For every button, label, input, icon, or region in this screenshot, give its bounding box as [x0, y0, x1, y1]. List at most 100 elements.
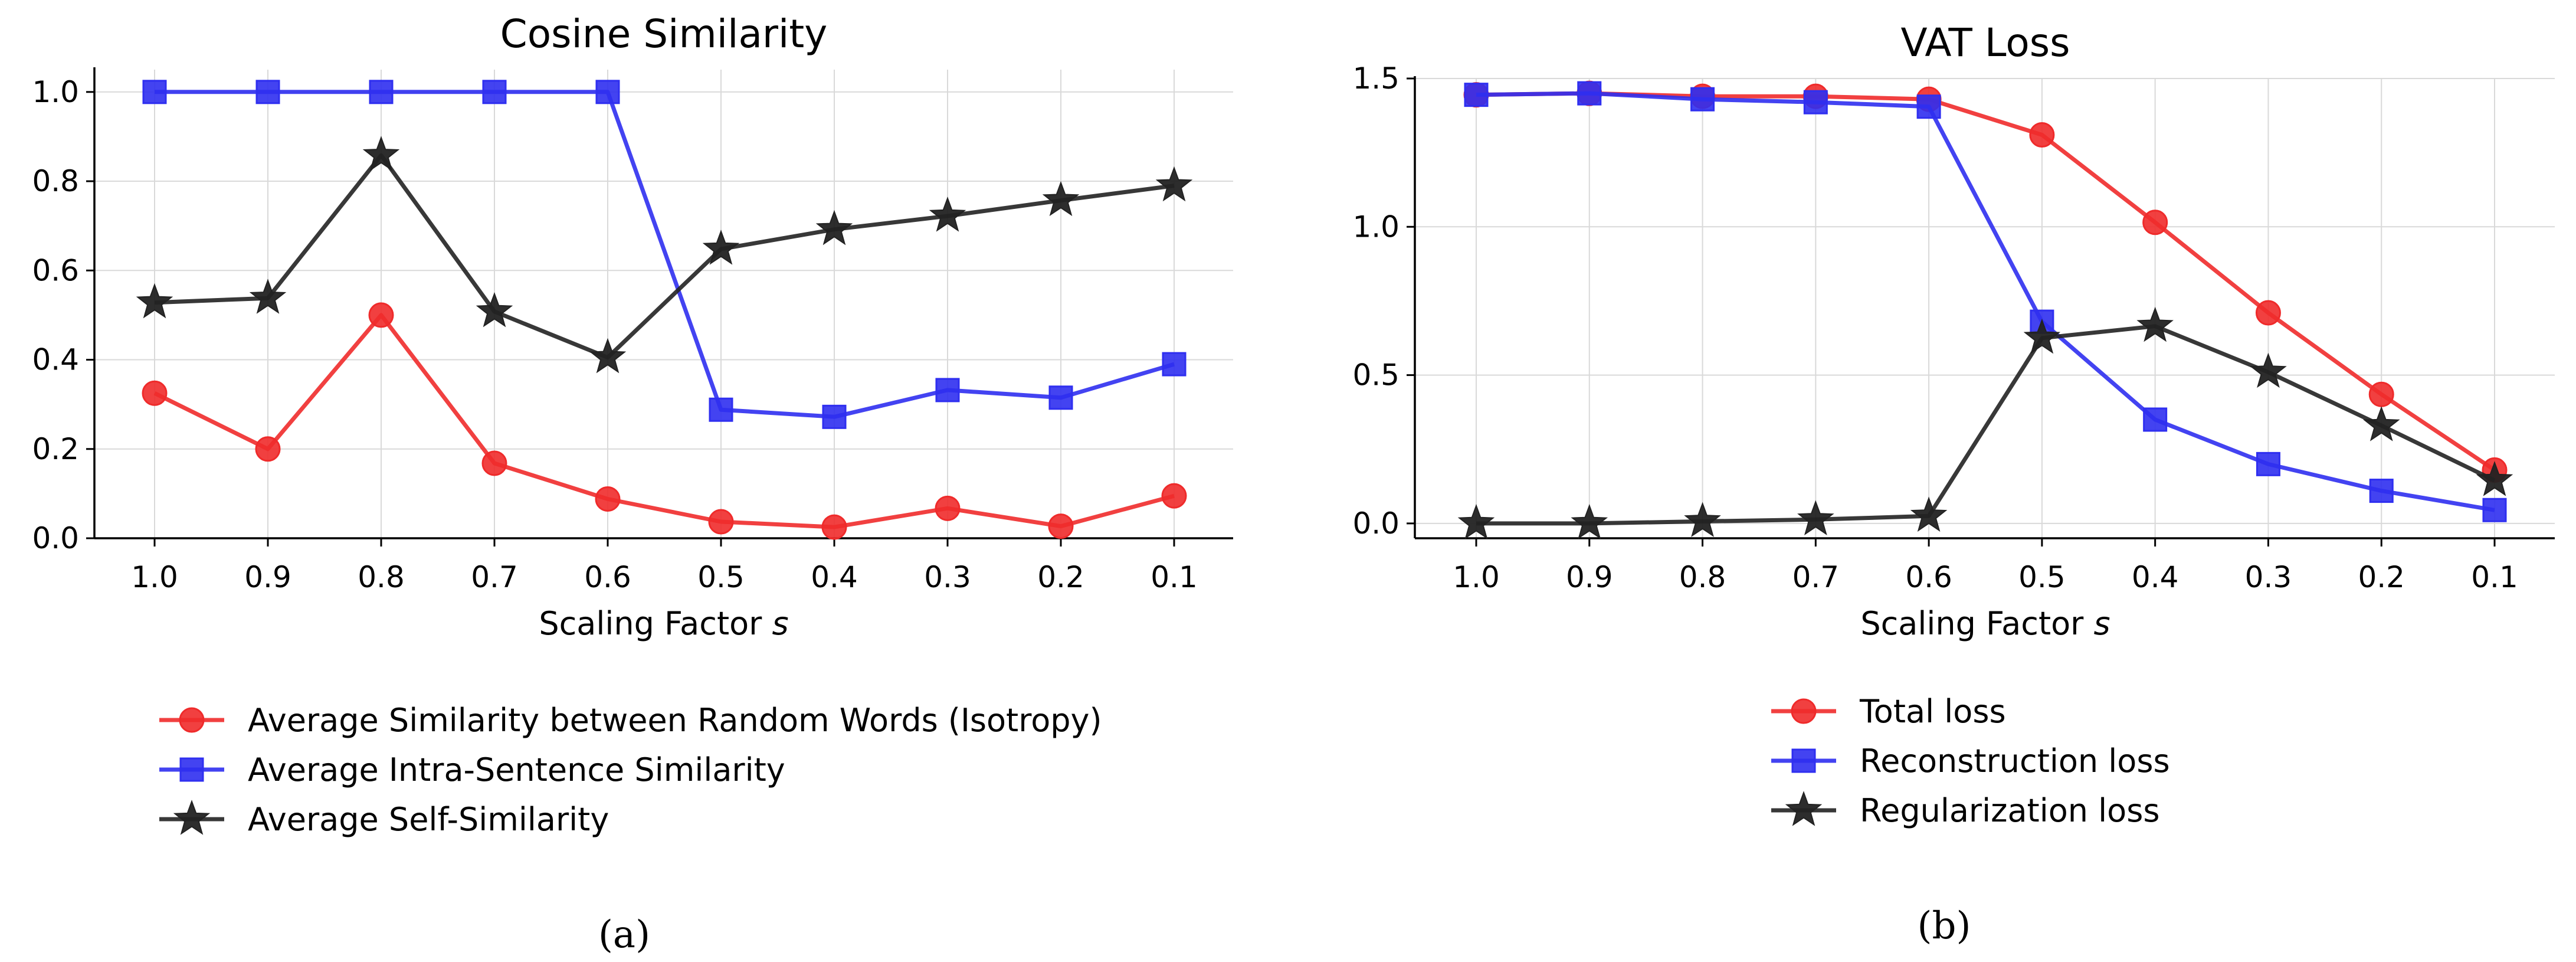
x-tick-label: 0.1 [2471, 560, 2518, 594]
x-tick-label: 0.9 [1566, 560, 1613, 594]
legend-marker [1791, 748, 1816, 773]
legend-cosine-similarity: Average Similarity between Random Words … [159, 702, 1102, 838]
data-point [2362, 406, 2400, 441]
data-point [1161, 483, 1187, 509]
data-point [1571, 504, 1608, 539]
data-point [2029, 122, 2055, 148]
y-tick-label: 0.4 [32, 343, 79, 377]
data-point [709, 397, 733, 422]
x-tick-label: 0.7 [471, 560, 518, 594]
x-tick-label: 0.3 [2245, 560, 2292, 594]
x-tick-label: 0.8 [358, 560, 405, 594]
caption-a: (a) [598, 913, 650, 957]
legend-marker [1791, 698, 1817, 724]
series-line [1476, 91, 2496, 472]
series-2 [136, 136, 1193, 374]
data-point [935, 495, 961, 521]
data-point [1048, 513, 1074, 539]
data-point [935, 378, 960, 403]
series-line [155, 90, 1175, 419]
data-point [822, 404, 847, 429]
y-tick-label: 0.0 [1352, 506, 1400, 541]
x-tick-label: 0.8 [1679, 560, 1726, 594]
legend-label: Reconstruction loss [1860, 742, 2170, 780]
data-point [369, 80, 394, 104]
x-tick-label: 0.5 [2018, 560, 2066, 594]
x-tick-label: 0.2 [2358, 560, 2405, 594]
y-tick-label: 0.6 [32, 253, 79, 287]
data-point [476, 292, 513, 328]
chart-vat-loss: 1.0 0.9 0.8 0.7 0.6 0.5 0.4 0.3 0.2 0.1 0.0 0.5 1.0 1… [1352, 20, 2555, 642]
legend-label: Average Similarity between Random Words … [248, 702, 1102, 739]
y-tick-label: 1.0 [1352, 210, 1400, 244]
series-2 [1457, 306, 2513, 539]
data-point [2136, 306, 2174, 342]
y-tick-label: 0.5 [1352, 358, 1400, 392]
data-point [2143, 407, 2168, 432]
legend-item: Total loss [1771, 693, 2006, 730]
data-point [702, 230, 740, 265]
y-tick-label: 0.0 [32, 521, 79, 555]
legend-marker [179, 757, 204, 782]
data-point [929, 197, 966, 232]
x-tick-label: 0.1 [1151, 560, 1198, 594]
data-point [142, 380, 168, 406]
y-tick-label: 1.0 [32, 75, 79, 109]
series-line [153, 313, 1175, 529]
data-point [1464, 83, 1489, 107]
chart-cosine-similarity: 1.0 0.9 0.8 0.7 0.6 0.5 0.4 0.3 0.2 0.1 0.0 0.2 0.4 0… [32, 11, 1233, 642]
data-point [2250, 352, 2287, 388]
legend-marker [179, 707, 205, 733]
data-point [1797, 500, 1834, 535]
series-1 [142, 80, 1187, 429]
data-point [368, 302, 394, 328]
x-tick-label: 0.2 [1037, 560, 1084, 594]
legend-marker [1785, 791, 1823, 826]
data-point [2482, 498, 2507, 522]
x-tick-label: 0.5 [697, 560, 745, 594]
data-point [2369, 479, 2394, 503]
data-point [2476, 461, 2513, 496]
legend-item: Average Self-Similarity [159, 800, 609, 838]
data-point [255, 436, 281, 462]
chart-title: Cosine Similarity [500, 11, 828, 57]
data-point [1684, 502, 1721, 537]
data-point [595, 486, 621, 512]
x-tick-label: 0.3 [924, 560, 971, 594]
x-tick-label: 0.6 [1905, 560, 1952, 594]
series-line [1476, 324, 2496, 526]
chart-title: VAT Loss [1900, 20, 2070, 66]
legend-item: Average Intra-Sentence Similarity [159, 751, 785, 788]
data-point [2368, 381, 2394, 407]
x-tick-label: 0.4 [2132, 560, 2179, 594]
y-tick-label: 1.5 [1352, 61, 1400, 96]
series-line [154, 153, 1175, 360]
data-point [1803, 90, 1828, 114]
series-1 [1464, 81, 2507, 522]
legend-label: Average Intra-Sentence Similarity [248, 751, 785, 788]
series-0 [1463, 80, 2508, 483]
data-point [1042, 181, 1080, 217]
x-tick-label: 0.7 [1792, 560, 1840, 594]
x-axis-label: Scaling Factor s [539, 605, 788, 642]
data-point [708, 509, 734, 535]
legend-item: Average Similarity between Random Words … [159, 702, 1102, 739]
data-point [1048, 385, 1073, 410]
data-point [815, 210, 853, 246]
data-point [142, 80, 167, 104]
data-point [589, 338, 627, 374]
data-point [1916, 94, 1941, 119]
data-point [249, 279, 287, 314]
legend-label: Average Self-Similarity [248, 801, 609, 838]
data-point [1162, 352, 1187, 377]
legend-label: Total loss [1859, 693, 2006, 730]
data-point [2255, 300, 2281, 326]
x-axis-label: Scaling Factor s [1860, 605, 2110, 642]
x-tick-label: 0.6 [584, 560, 631, 594]
data-point [1910, 496, 1948, 532]
x-tick-label: 0.9 [244, 560, 291, 594]
legend-item: Reconstruction loss [1771, 742, 2170, 780]
data-point [2256, 451, 2280, 476]
y-tick-label: 0.8 [32, 164, 79, 198]
data-point [2142, 210, 2168, 235]
